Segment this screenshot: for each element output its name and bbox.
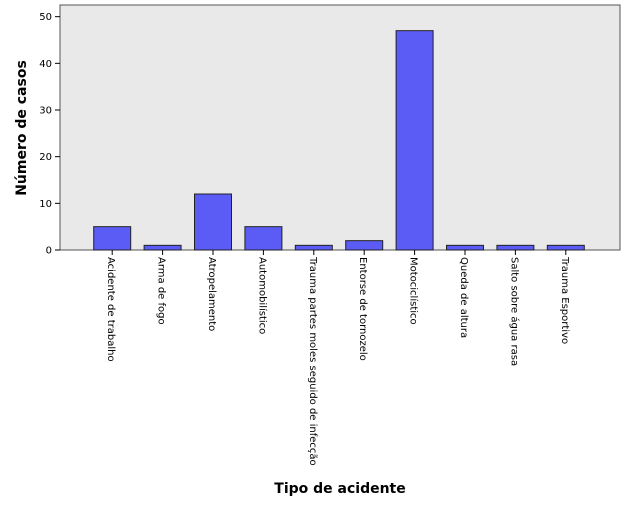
bar — [294, 244, 333, 251]
x-tick-label: Automobilístico — [256, 257, 268, 334]
bar — [395, 30, 434, 251]
bar — [496, 244, 535, 251]
y-tick-label: 10 — [39, 199, 52, 210]
x-tick-label: Trauma partes moles seguido de infecção — [307, 256, 318, 466]
x-tick-label: Motociclístico — [408, 257, 420, 325]
x-tick-label: Salto sobre água rasa — [508, 257, 520, 366]
x-tick-label: Queda de altura — [458, 257, 469, 338]
bar — [194, 193, 232, 251]
bar — [143, 244, 182, 251]
y-tick-label: 30 — [39, 106, 52, 117]
x-tick-label: Atropelamento — [206, 257, 217, 331]
y-tick-label: 0 — [46, 246, 52, 257]
bar — [546, 244, 585, 251]
bar — [446, 244, 484, 251]
x-tick-label: Arma de fogo — [156, 257, 167, 325]
bar — [93, 226, 132, 251]
x-tick-label: Entorse de tornozelo — [357, 257, 368, 361]
y-tick-label: 50 — [39, 12, 52, 23]
x-tick-label: Trauma Esportivo — [559, 256, 570, 344]
y-axis-title: Número de casos — [14, 60, 30, 196]
x-axis-title: Tipo de acidente — [274, 481, 405, 497]
plot-area — [59, 4, 621, 251]
bar — [345, 240, 384, 251]
x-tick-label: Acidente de trabalho — [105, 257, 116, 362]
y-tick-label: 40 — [39, 59, 52, 70]
bar — [244, 226, 283, 251]
y-tick-label: 20 — [39, 152, 52, 163]
